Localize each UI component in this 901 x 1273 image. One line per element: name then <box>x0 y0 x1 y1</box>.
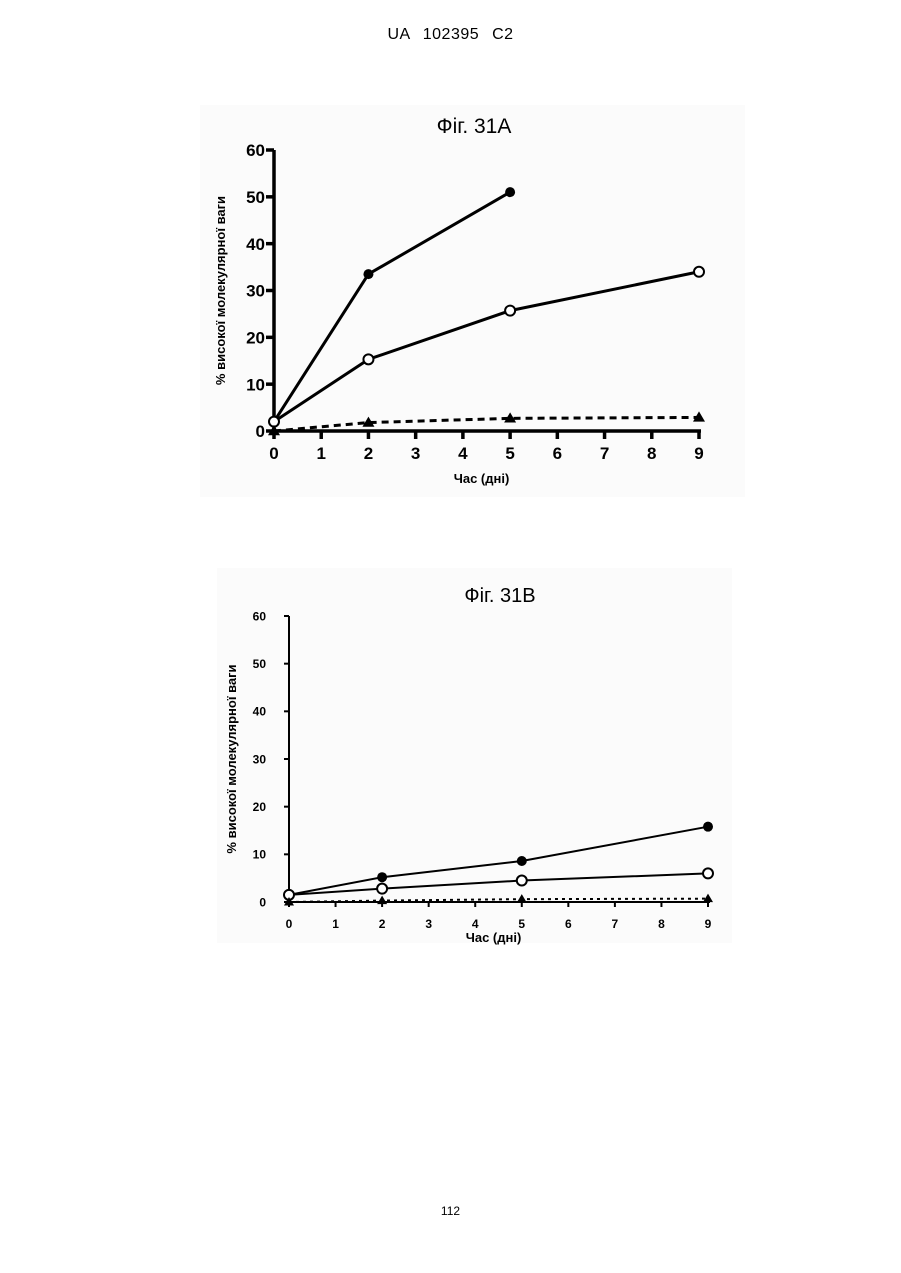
data-point-open-circle <box>363 354 373 364</box>
chart-a: Фіг. 31А 0 10 20 30 40 50 60 0 1 2 3 4 5 6 7 8 9 Час (дні)… <box>213 115 705 486</box>
data-point-open-circle <box>703 868 713 878</box>
x-tick-label: 7 <box>600 444 609 463</box>
x-axis-label: Час (дні) <box>466 930 522 945</box>
y-tick-label: 50 <box>253 657 267 671</box>
y-tick-label: 30 <box>246 282 265 301</box>
x-tick-label: 0 <box>286 917 293 931</box>
data-point-filled-circle <box>377 872 387 882</box>
data-point-open-circle <box>517 876 527 886</box>
data-point-filled-circle <box>517 856 527 866</box>
x-tick-label: 1 <box>316 444 325 463</box>
y-tick-label: 40 <box>253 705 267 719</box>
chart-b: Фіг. 31В 0 10 20 30 40 50 60 0 1 2 3 4 5 6 7 8 9 Час (дні)… <box>224 585 713 945</box>
x-tick-label: 7 <box>612 917 619 931</box>
data-point-filled-circle <box>363 269 373 279</box>
data-point-filled-circle <box>505 187 515 197</box>
x-tick-label: 0 <box>269 444 278 463</box>
y-tick-label: 60 <box>246 141 265 160</box>
data-point-open-circle <box>505 306 515 316</box>
y-tick-label: 0 <box>256 422 265 441</box>
x-tick-label: 6 <box>553 444 562 463</box>
x-tick-label: 8 <box>658 917 665 931</box>
y-tick-label: 0 <box>259 895 266 909</box>
chart-title: Фіг. 31В <box>464 585 535 607</box>
x-tick-label: 2 <box>364 444 373 463</box>
data-point-filled-circle <box>703 822 713 832</box>
data-point-triangle <box>517 894 527 903</box>
y-tick-label: 20 <box>253 800 267 814</box>
x-tick-label: 4 <box>458 444 468 463</box>
chart-title: Фіг. 31А <box>437 115 512 138</box>
series-line <box>289 827 708 895</box>
x-tick-label: 6 <box>565 917 572 931</box>
x-tick-label: 9 <box>694 444 703 463</box>
x-tick-label: 4 <box>472 917 479 931</box>
y-tick-label: 10 <box>246 375 265 394</box>
x-tick-label: 2 <box>379 917 386 931</box>
data-point-open-circle <box>694 267 704 277</box>
y-tick-label: 30 <box>253 752 267 766</box>
x-tick-label: 9 <box>705 917 712 931</box>
data-point-open-circle <box>377 884 387 894</box>
x-tick-label: 5 <box>505 444 514 463</box>
page-number: 112 <box>0 1204 901 1218</box>
series-line <box>274 192 510 421</box>
data-point-triangle <box>377 896 387 905</box>
y-axis-label: % високої молекулярної ваги <box>224 664 239 853</box>
x-tick-label: 3 <box>411 444 420 463</box>
series-line <box>274 417 699 431</box>
series-line <box>289 873 708 894</box>
y-tick-label: 10 <box>253 848 267 862</box>
x-tick-label: 5 <box>518 917 525 931</box>
y-tick-label: 40 <box>246 235 265 254</box>
x-tick-label: 3 <box>425 917 432 931</box>
y-axis-label: % високої молекулярної ваги <box>213 196 228 385</box>
x-axis-label: Час (дні) <box>454 471 510 486</box>
y-tick-label: 60 <box>253 609 267 623</box>
y-tick-label: 20 <box>246 328 265 347</box>
x-tick-label: 8 <box>647 444 656 463</box>
y-tick-label: 50 <box>246 188 265 207</box>
series-line <box>274 272 699 422</box>
x-tick-label: 1 <box>332 917 339 931</box>
